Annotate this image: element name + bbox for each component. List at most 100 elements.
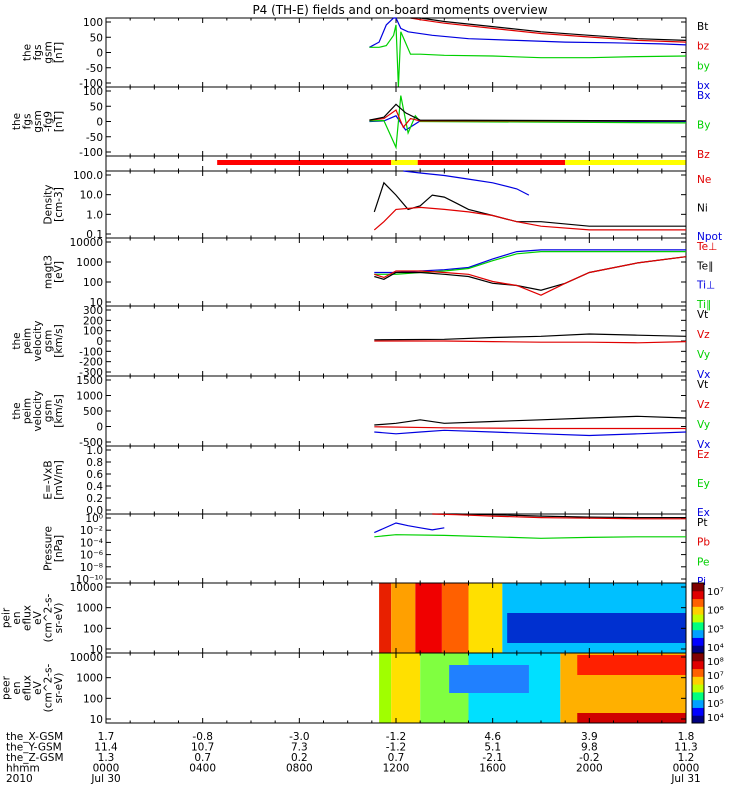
y-tick-label: 0.6 [86,469,103,481]
y-tick-label: 10⁻² [80,525,103,537]
legend-entry: Ni [697,203,708,215]
series-line-Te⊥ [374,256,687,296]
legend-entry: Ey [697,478,710,490]
series-line-Vt [374,415,687,426]
y-tick-label: 0 [96,336,103,348]
y-axis-title: eV [32,680,44,694]
y-axis-title: the [0,679,2,696]
series-line-bz [410,17,687,43]
y-tick-label: -100 [79,346,103,358]
colorbar-segment [692,598,704,607]
colorbar-segment [692,590,704,600]
x-axis-row-value: -3.0 [289,731,310,743]
y-tick-label: 10⁻⁴ [80,537,103,549]
y-axis-title: (cm^2-s- [43,663,55,712]
spectrogram-block [379,653,392,723]
spectrogram-block [577,655,686,675]
y-axis-title: gsm [43,400,55,422]
legend-entry: Bt [697,21,708,33]
y-tick-label: 0 [96,48,103,60]
y-tick-label: 10⁰ [85,513,103,525]
colorbar-segment [692,637,704,646]
colorbar-segment [692,660,704,670]
legend-entry: Vy [697,349,710,361]
legend-entry: Bx [697,90,710,102]
y-axis-title: Density [43,185,55,225]
series-line-bx [369,17,687,48]
y-tick-label: 10 [90,644,103,656]
series-line-Pe [374,534,686,539]
y-axis-title: peer [1,675,13,700]
y-tick-label: 10⁻¹⁰ [76,574,103,586]
y-tick-label: 10000 [70,237,103,249]
series-line-by [369,24,687,88]
x-axis-row-label: 2010 [6,773,33,785]
y-tick-label: 0 [96,422,103,434]
y-tick-label: -500 [79,437,103,449]
panel-frame [105,170,687,239]
x-axis-row-value: 0000 [93,763,120,775]
y-tick-label: 10 [90,297,103,309]
y-tick-label: -50 [86,132,103,144]
spectrogram-block [379,583,392,653]
legend-entry: Vt [697,379,708,391]
y-tick-label: 200 [83,315,103,327]
y-axis-title: peim [22,328,34,354]
x-axis-labels: the_X-GSM 1.7 -0.8 -3.0 -1.2 4.6 3.9 1.8 the_Y-G… [6,731,701,785]
y-axis-title: [eV] [53,261,65,283]
x-axis-row-value: 0.7 [194,752,211,764]
x-axis-row-value: 0.2 [291,752,308,764]
x-axis-row-value: 0800 [286,763,313,775]
y-tick-label: 0 [96,117,103,129]
x-axis-row-value: Jul 30 [90,773,120,785]
spectrogram-block [507,613,686,643]
panel-peer_spectrogram: 10⁸ 10⁷ 10⁶ 10⁵ 10⁴ 10000 1000 100 10 thepeerenef… [0,652,724,726]
y-axis-title: the [11,402,23,419]
colorbar-segment [692,583,704,592]
x-axis-row-label: the_Z-GSM [6,752,64,764]
y-axis-title: [km/s] [53,324,65,358]
x-axis-row-value: 10.7 [191,742,214,754]
y-tick-label: 1000 [76,673,103,685]
series-line-Vx [374,429,687,437]
y-axis-title: en [11,681,23,694]
spectrogram-block [391,653,421,723]
legend-entry: Ez [697,449,710,461]
y-axis-title: fgs [22,114,34,130]
spectrogram-block [468,583,503,653]
panel-mode_bar [105,155,687,172]
y-tick-label: 0.8 [86,457,103,469]
legend-entry: Pt [697,517,707,529]
series-line-Ne [373,206,686,231]
x-axis-row-value: 0400 [189,763,216,775]
legend-entry: Vz [697,399,710,411]
colorbar-segment [692,653,704,662]
y-axis-title: -fg9 [43,111,55,132]
spectrogram-block [391,583,416,653]
x-axis-row-value: 0.7 [388,752,405,764]
colorbar-tick-label: 10⁵ [707,699,724,710]
legend-entry: Te∥ [696,260,713,272]
y-axis-title: gsm [32,110,44,132]
x-axis-row-value: 7.3 [291,742,308,754]
series-line-Bz [369,109,686,129]
x-axis-row-value: 1.7 [98,731,115,743]
x-axis-row-value: 1600 [479,763,506,775]
y-axis-title: [nT] [53,42,65,63]
y-axis-title: sr-eV) [53,603,65,634]
legend-entry: bx [697,80,710,92]
y-axis-title: sr-eV) [53,673,65,704]
colorbar-tick-label: 10⁵ [707,624,724,635]
panel-density: 100.0 10.0 1.0 0.1 Density[cm-3] Ne Ni Npot [43,170,723,243]
mode-bar-segment [417,160,566,165]
series-line-Pi [374,522,445,534]
x-axis-row-value: 2000 [576,763,603,775]
x-axis-row-value: 4.6 [484,731,501,743]
y-axis-title: magt3 [43,255,55,289]
y-tick-label: 10000 [70,582,103,594]
